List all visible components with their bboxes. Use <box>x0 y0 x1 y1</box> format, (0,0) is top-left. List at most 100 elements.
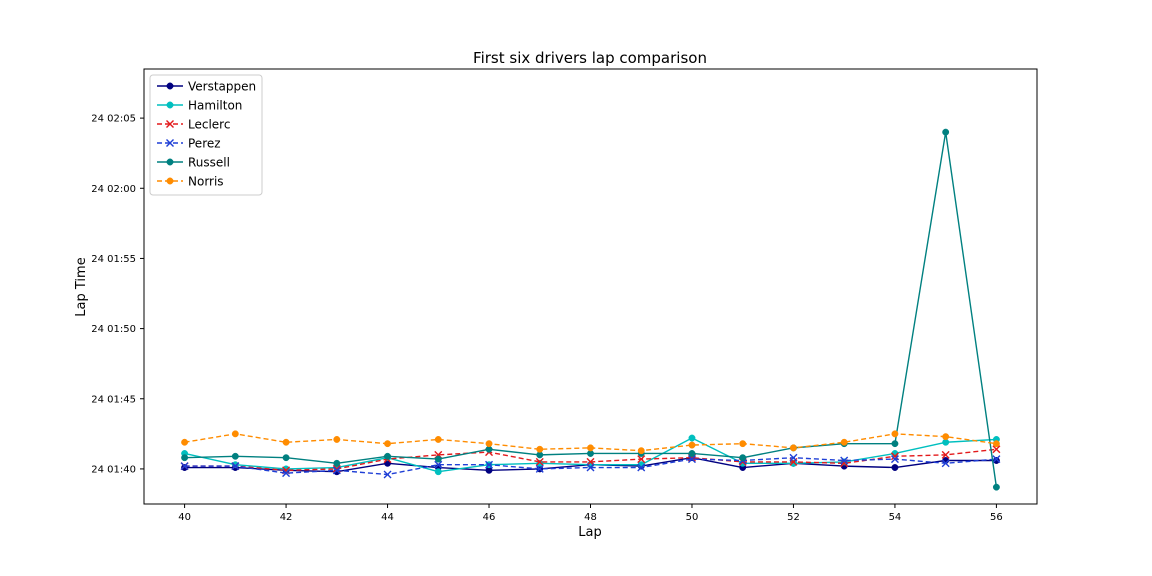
legend-marker-perez-stroke <box>166 139 174 147</box>
legend-item-russell: Russell <box>157 156 230 170</box>
data-point-russell <box>333 459 341 467</box>
legend-label-verstappen: Verstappen <box>188 80 256 94</box>
data-point-perez-stroke <box>180 462 189 471</box>
data-point-norris <box>992 440 1000 448</box>
data-point-leclerc <box>637 455 646 464</box>
data-point-norris <box>536 445 544 453</box>
data-point-russell <box>282 454 290 462</box>
data-point-norris <box>688 441 696 449</box>
data-point-norris <box>434 436 442 443</box>
data-point-leclerc <box>332 464 341 473</box>
data-point-verstappen <box>891 464 899 471</box>
legend-marker-russell <box>166 158 174 166</box>
legend-label-leclerc: Leclerc <box>188 118 230 132</box>
x-tick-label: 50 <box>686 512 699 523</box>
data-point-perez <box>383 470 392 479</box>
data-point-leclerc-stroke <box>941 450 950 459</box>
data-point-norris <box>384 440 391 448</box>
data-point-perez <box>180 462 189 471</box>
data-point-leclerc-stroke <box>637 455 646 464</box>
legend-label-norris: Norris <box>188 175 224 189</box>
series-line-russell <box>184 131 998 488</box>
data-point-perez-stroke <box>282 469 291 478</box>
data-point-hamilton <box>434 468 442 476</box>
data-point-norris <box>333 436 341 443</box>
data-point-leclerc <box>535 457 544 466</box>
legend-label-hamilton: Hamilton <box>188 99 242 113</box>
x-tick-label: 52 <box>787 512 800 523</box>
x-tick-label: 56 <box>990 512 1003 523</box>
data-point-perez <box>992 455 1001 464</box>
y-tick-label: 24 02:00 <box>91 184 136 195</box>
data-point-perez <box>231 462 240 471</box>
y-tick-label: 24 02:05 <box>91 114 136 125</box>
data-point-perez <box>789 453 798 462</box>
data-point-norris <box>587 444 594 452</box>
data-point-perez-stroke <box>485 460 494 469</box>
data-point-perez <box>840 456 849 465</box>
series-perez <box>180 453 1001 479</box>
y-tick-label: 24 01:40 <box>91 464 136 475</box>
data-point-perez-stroke <box>231 462 240 471</box>
data-point-leclerc-stroke <box>890 452 899 461</box>
data-point-russell <box>181 454 189 462</box>
x-axis-label: Lap <box>578 525 601 540</box>
data-point-perez-stroke <box>687 455 696 464</box>
data-point-leclerc-stroke <box>535 457 544 466</box>
x-tick-label: 54 <box>889 512 902 523</box>
data-point-leclerc <box>992 445 1001 454</box>
data-point-norris <box>282 438 290 446</box>
plot-frame <box>143 68 1038 505</box>
x-tick-label: 48 <box>584 512 597 523</box>
data-point-russell <box>231 452 239 460</box>
data-point-perez-stroke <box>586 463 595 472</box>
data-point-russell <box>992 483 1000 491</box>
data-point-leclerc <box>941 450 950 459</box>
data-point-norris <box>790 444 797 452</box>
chart-title: First six drivers lap comparison <box>473 49 707 67</box>
legend: Verstappen Hamilton Leclerc Perez Russell Nor… <box>149 74 263 196</box>
legend-item-leclerc: Leclerc <box>157 118 230 132</box>
data-point-norris <box>181 438 189 446</box>
data-point-norris <box>840 438 848 446</box>
legend-item-hamilton: Hamilton <box>157 99 242 113</box>
x-tick-label: 42 <box>280 512 293 523</box>
legend-marker-hamilton <box>166 101 174 109</box>
data-point-russell <box>434 455 442 463</box>
data-point-perez-stroke <box>840 456 849 465</box>
data-point-perez <box>637 463 646 472</box>
legend-marker-verstappen <box>166 82 174 90</box>
data-point-russell <box>942 128 950 136</box>
data-point-norris <box>891 430 899 438</box>
legend-marker-perez <box>166 139 174 147</box>
series-norris <box>181 430 1000 455</box>
y-tick-label: 24 01:45 <box>91 394 136 405</box>
data-point-russell <box>739 454 747 462</box>
data-point-leclerc-stroke <box>332 464 341 473</box>
legend-label-perez: Perez <box>188 137 221 151</box>
legend-marker-leclerc <box>166 120 174 128</box>
data-point-perez-stroke <box>535 464 544 473</box>
data-point-hamilton <box>688 434 696 442</box>
legend-item-verstappen: Verstappen <box>157 80 256 94</box>
legend-item-perez: Perez <box>157 137 221 151</box>
y-tick-label: 24 01:50 <box>91 324 136 335</box>
data-point-norris <box>485 440 493 448</box>
legend-marker-leclerc-stroke <box>166 120 174 128</box>
data-point-russell <box>384 452 391 460</box>
x-tick-label: 40 <box>178 512 191 523</box>
data-point-perez-stroke <box>434 460 443 469</box>
data-point-perez-stroke <box>789 453 798 462</box>
data-point-perez <box>282 469 291 478</box>
legend-marker-norris <box>166 177 174 185</box>
data-point-perez-stroke <box>383 470 392 479</box>
series-russell <box>181 128 1000 491</box>
data-point-perez-stroke <box>332 466 341 475</box>
data-point-perez <box>941 459 950 468</box>
data-point-perez <box>586 463 595 472</box>
x-tick-label: 46 <box>483 512 496 523</box>
data-point-russell <box>891 440 899 448</box>
data-point-perez <box>687 455 696 464</box>
data-point-russell <box>688 450 696 457</box>
